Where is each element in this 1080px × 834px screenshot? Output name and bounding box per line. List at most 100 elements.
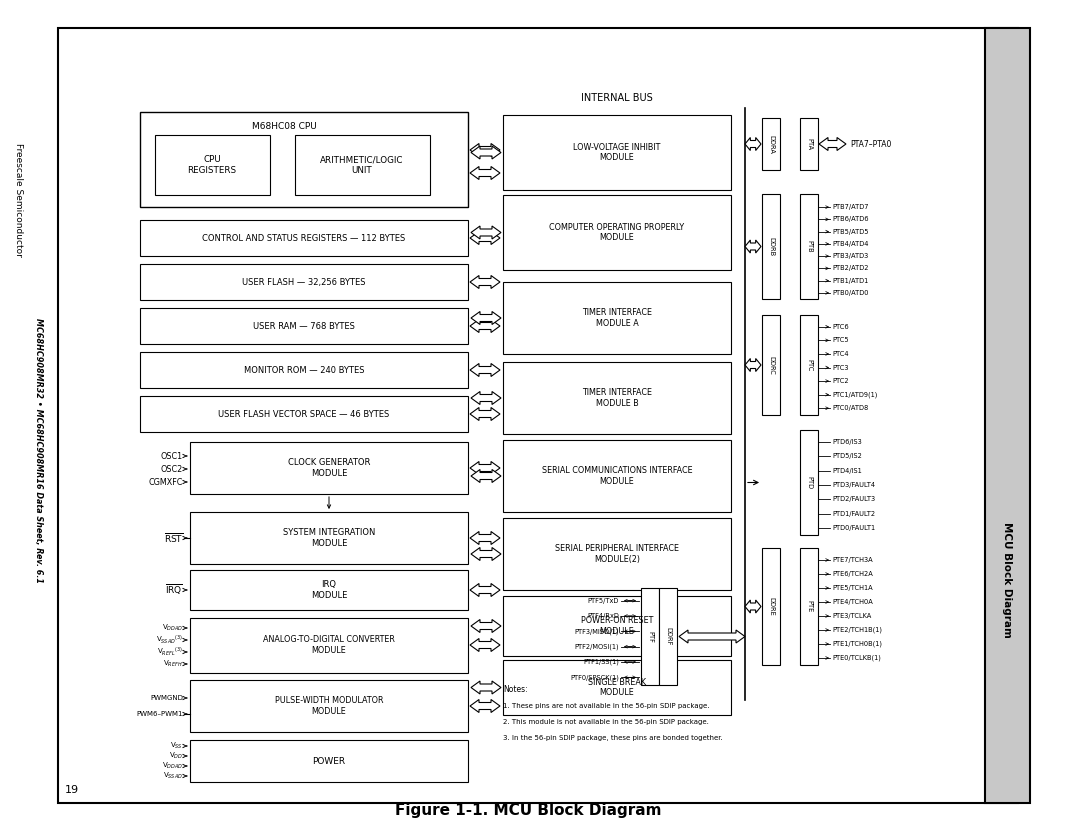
Text: CONTROL AND STATUS REGISTERS — 112 BYTES: CONTROL AND STATUS REGISTERS — 112 BYTES	[202, 234, 406, 243]
Text: PWMGND: PWMGND	[150, 695, 183, 701]
Text: PTD2/FAULT3: PTD2/FAULT3	[832, 496, 875, 502]
Text: V$_{REFL}$$^{(3)}$: V$_{REFL}$$^{(3)}$	[158, 646, 183, 658]
Text: $\overline{\rm RST}$: $\overline{\rm RST}$	[163, 531, 183, 545]
Text: DDRF: DDRF	[665, 627, 671, 646]
Bar	[190, 618, 468, 673]
Polygon shape	[471, 146, 501, 159]
Text: DDRE: DDRE	[768, 597, 774, 615]
Polygon shape	[471, 620, 501, 632]
Text: CLOCK GENERATOR
MODULE: CLOCK GENERATOR MODULE	[287, 459, 370, 478]
Text: SERIAL COMMUNICATIONS INTERFACE
MODULE: SERIAL COMMUNICATIONS INTERFACE MODULE	[542, 466, 692, 485]
Text: PTA7–PTA0: PTA7–PTA0	[850, 139, 891, 148]
Polygon shape	[471, 681, 501, 694]
Polygon shape	[471, 391, 501, 404]
Polygon shape	[470, 408, 500, 420]
Text: PTF5/TxD: PTF5/TxD	[588, 598, 619, 604]
Text: V$_{DDAD}$: V$_{DDAD}$	[162, 623, 183, 633]
Polygon shape	[470, 275, 500, 289]
Text: PTB3/ATD3: PTB3/ATD3	[832, 254, 868, 259]
Bar	[503, 660, 731, 715]
Text: PTC2: PTC2	[832, 378, 849, 384]
Bar	[140, 308, 468, 344]
Polygon shape	[470, 364, 500, 376]
Text: PTF0/SPSCK(1): PTF0/SPSCK(1)	[570, 674, 619, 681]
Text: PTB1/ATD1: PTB1/ATD1	[832, 278, 868, 284]
Text: V$_{SSAD}$$^{(3)}$: V$_{SSAD}$$^{(3)}$	[156, 634, 183, 646]
Bar	[659, 588, 677, 685]
Bar	[140, 220, 468, 256]
Text: PTD6/IS3: PTD6/IS3	[832, 440, 862, 445]
Text: PTC3: PTC3	[832, 364, 849, 370]
Polygon shape	[745, 600, 761, 613]
Bar	[503, 282, 731, 354]
Text: V$_{DDAD}$: V$_{DDAD}$	[162, 761, 183, 771]
Text: PTC5: PTC5	[832, 338, 849, 344]
Text: 1. These pins are not available in the 56-pin SDIP package.: 1. These pins are not available in the 5…	[503, 703, 710, 709]
Bar	[800, 430, 818, 535]
Bar	[762, 548, 780, 665]
Text: Figure 1-1. MCU Block Diagram: Figure 1-1. MCU Block Diagram	[395, 802, 661, 817]
Bar	[985, 28, 1030, 803]
Text: PTF1/SS(1): PTF1/SS(1)	[583, 659, 619, 666]
Text: USER FLASH — 32,256 BYTES: USER FLASH — 32,256 BYTES	[242, 278, 366, 287]
Text: DDRB: DDRB	[768, 237, 774, 256]
Text: MC68HC908MR32 • MC68HC908MR16 Data Sheet, Rev. 6.1: MC68HC908MR32 • MC68HC908MR16 Data Sheet…	[33, 318, 42, 582]
Text: Freescale Semiconductor: Freescale Semiconductor	[13, 143, 23, 257]
Text: MONITOR ROM — 240 BYTES: MONITOR ROM — 240 BYTES	[244, 365, 364, 374]
Text: V$_{SS}$: V$_{SS}$	[170, 741, 183, 751]
Text: 19: 19	[65, 785, 79, 795]
Text: $\overline{\rm IRQ}$: $\overline{\rm IRQ}$	[165, 583, 183, 597]
Text: INTERNAL BUS: INTERNAL BUS	[581, 93, 653, 103]
Polygon shape	[470, 143, 500, 157]
Bar	[190, 442, 468, 494]
Text: PTD5/IS2: PTD5/IS2	[832, 454, 862, 460]
Text: TIMER INTERFACE
MODULE A: TIMER INTERFACE MODULE A	[582, 309, 652, 328]
Bar	[503, 195, 731, 270]
Text: IRQ
MODULE: IRQ MODULE	[311, 580, 347, 600]
Text: PTF3/MISO(1): PTF3/MISO(1)	[575, 628, 619, 635]
Text: PTC6: PTC6	[832, 324, 849, 329]
Text: USER FLASH VECTOR SPACE — 46 BYTES: USER FLASH VECTOR SPACE — 46 BYTES	[218, 409, 390, 419]
Bar	[140, 112, 468, 207]
Text: PTC: PTC	[806, 359, 812, 371]
Text: PTB5/ATD5: PTB5/ATD5	[832, 229, 868, 234]
Text: POWER-ON RESET
MODULE: POWER-ON RESET MODULE	[581, 616, 653, 636]
Bar	[156, 135, 270, 195]
Text: PTE4/TCH0A: PTE4/TCH0A	[832, 599, 873, 605]
Bar	[762, 194, 780, 299]
Bar	[190, 740, 468, 782]
Text: PTE1/TCH0B(1): PTE1/TCH0B(1)	[832, 641, 882, 647]
Text: ARITHMETIC/LOGIC
UNIT: ARITHMETIC/LOGIC UNIT	[321, 155, 404, 174]
Polygon shape	[470, 531, 500, 545]
Text: PTC4: PTC4	[832, 351, 849, 357]
Text: V$_{SSAD}$: V$_{SSAD}$	[163, 771, 183, 781]
Polygon shape	[745, 240, 761, 253]
Bar	[190, 680, 468, 732]
Bar	[642, 588, 659, 685]
Text: PTB: PTB	[806, 240, 812, 253]
Bar	[140, 396, 468, 432]
Bar	[140, 352, 468, 388]
Text: PTE: PTE	[806, 600, 812, 613]
Polygon shape	[470, 461, 500, 475]
Text: SINGLE BREAK
MODULE: SINGLE BREAK MODULE	[588, 678, 646, 697]
Text: V$_{DD}$: V$_{DD}$	[168, 751, 183, 761]
Polygon shape	[470, 232, 500, 244]
Polygon shape	[745, 138, 761, 150]
Bar	[503, 518, 731, 590]
Text: PTF2/MOSI(1): PTF2/MOSI(1)	[575, 643, 619, 650]
Polygon shape	[471, 226, 501, 239]
Polygon shape	[471, 312, 501, 324]
Text: PTE0/TCLKB(1): PTE0/TCLKB(1)	[832, 655, 881, 661]
Polygon shape	[470, 639, 500, 651]
Bar	[140, 264, 468, 300]
Text: PTB2/ATD2: PTB2/ATD2	[832, 265, 868, 271]
Bar	[503, 115, 731, 190]
Text: PTD0/FAULT1: PTD0/FAULT1	[832, 525, 875, 531]
Text: Notes:: Notes:	[503, 686, 528, 695]
Bar	[800, 315, 818, 415]
Text: PTB6/ATD6: PTB6/ATD6	[832, 216, 868, 223]
Bar	[190, 570, 468, 610]
Text: USER RAM — 768 BYTES: USER RAM — 768 BYTES	[253, 321, 355, 330]
Text: PWM6–PWM1: PWM6–PWM1	[136, 711, 183, 717]
